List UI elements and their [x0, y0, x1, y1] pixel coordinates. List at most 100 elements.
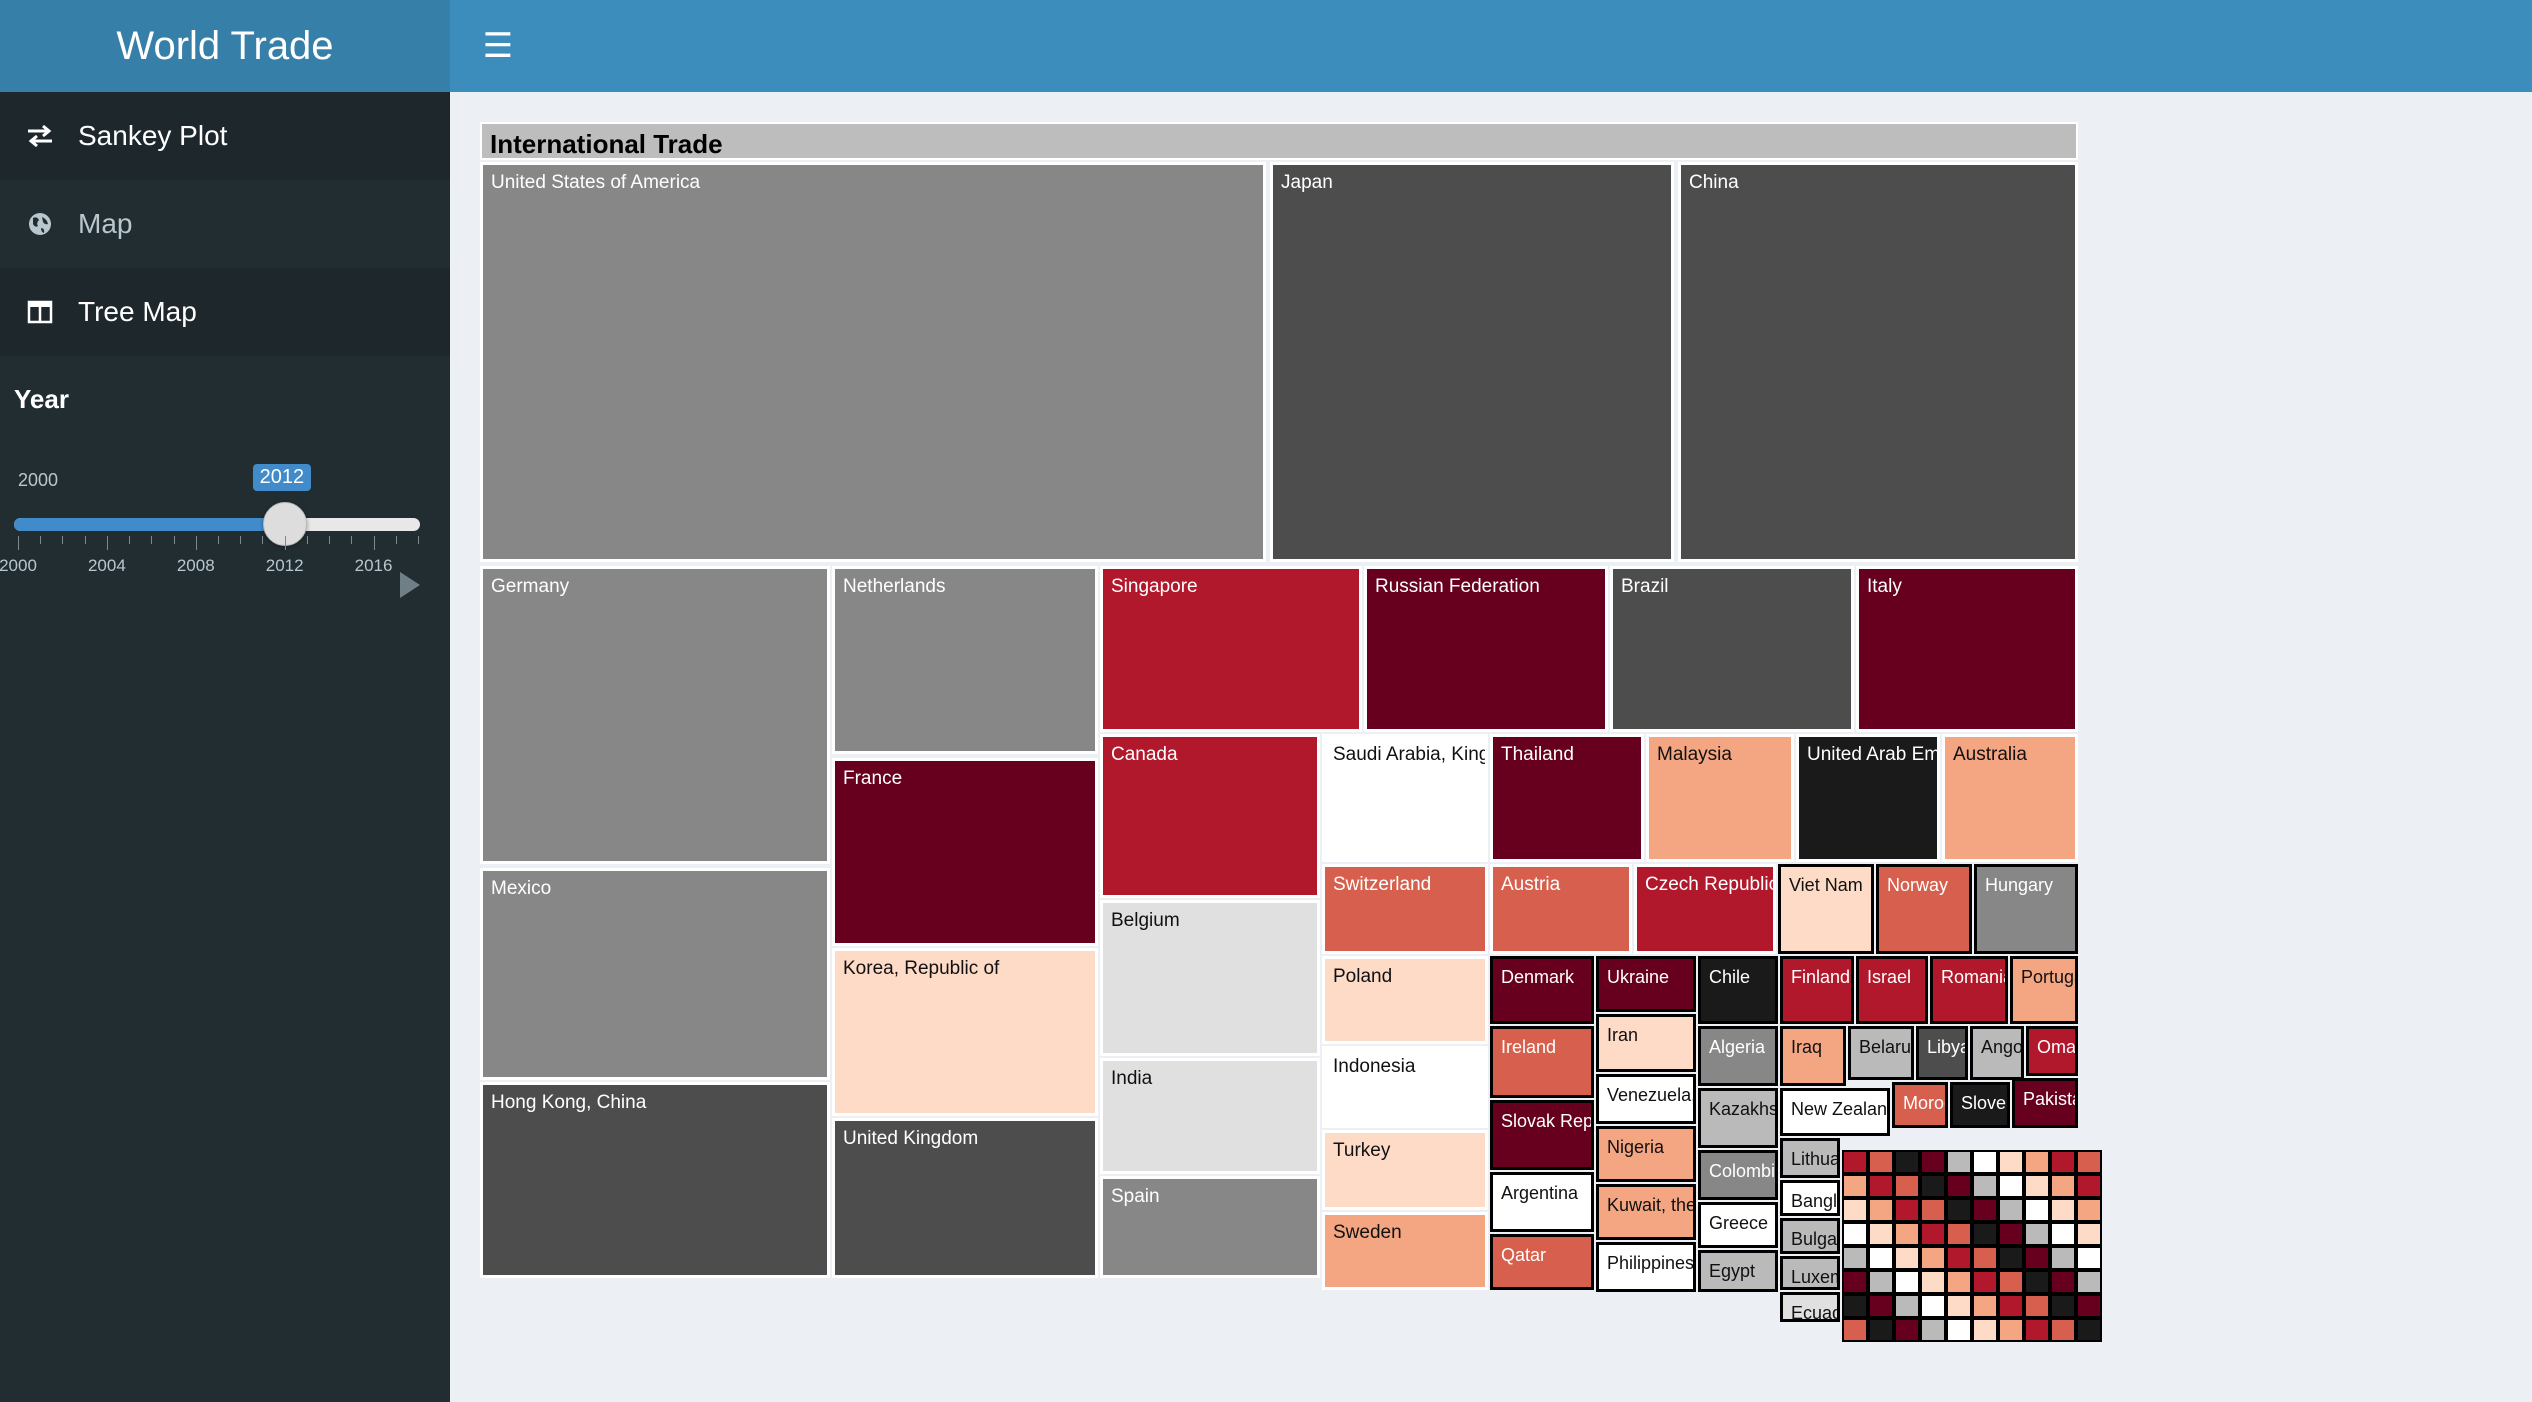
treemap-cell[interactable]: Austria: [1490, 864, 1632, 954]
treemap-cell[interactable]: Malaysia: [1646, 734, 1794, 862]
treemap-cell-small[interactable]: [1868, 1150, 1894, 1174]
treemap-cell-small[interactable]: [1946, 1246, 1972, 1270]
sidebar-item-map[interactable]: Map: [0, 180, 450, 268]
treemap-cell[interactable]: Chile: [1698, 956, 1778, 1024]
treemap-cell[interactable]: Luxembourg: [1780, 1256, 1840, 1290]
treemap-cell[interactable]: Canada: [1100, 734, 1320, 898]
treemap-cell[interactable]: Viet Nam: [1778, 864, 1874, 954]
treemap-cell[interactable]: Czech Republic: [1634, 864, 1776, 954]
treemap-cell[interactable]: Spain: [1100, 1176, 1320, 1278]
treemap-cell[interactable]: Angola: [1970, 1026, 2024, 1080]
treemap-cell-small[interactable]: [1894, 1294, 1920, 1318]
treemap-cell[interactable]: India: [1100, 1058, 1320, 1174]
treemap-cell-small[interactable]: [2050, 1246, 2076, 1270]
treemap-cell[interactable]: Indonesia: [1322, 1046, 1488, 1128]
treemap-cell[interactable]: Hong Kong, China: [480, 1082, 830, 1278]
treemap-cell[interactable]: Egypt: [1698, 1250, 1778, 1292]
treemap-cell-small[interactable]: [1998, 1270, 2024, 1294]
treemap-cell-small[interactable]: [1946, 1174, 1972, 1198]
treemap-cell[interactable]: China: [1678, 162, 2078, 562]
treemap-cell-small[interactable]: [1894, 1270, 1920, 1294]
treemap-cell[interactable]: Korea, Republic of: [832, 948, 1098, 1116]
treemap-cell[interactable]: Sweden: [1322, 1212, 1488, 1290]
treemap-cell[interactable]: Venezuela, Bolivarian Republic of: [1596, 1074, 1696, 1124]
treemap-cell[interactable]: Argentina: [1490, 1172, 1594, 1232]
treemap-cell-small[interactable]: [2050, 1174, 2076, 1198]
treemap-cell-small[interactable]: [2076, 1150, 2102, 1174]
treemap-cell-small[interactable]: [1946, 1270, 1972, 1294]
treemap-cell-small[interactable]: [1868, 1246, 1894, 1270]
treemap-cell-small[interactable]: [1972, 1270, 1998, 1294]
treemap-cell-small[interactable]: [1998, 1294, 2024, 1318]
treemap-cell[interactable]: Hungary: [1974, 864, 2078, 954]
treemap-cell[interactable]: Japan: [1270, 162, 1674, 562]
treemap-cell-small[interactable]: [1920, 1222, 1946, 1246]
treemap-cell[interactable]: Saudi Arabia, Kingdom of: [1322, 734, 1488, 862]
treemap-cell[interactable]: Israel: [1856, 956, 1928, 1024]
treemap-cell-small[interactable]: [1998, 1198, 2024, 1222]
treemap-cell-small[interactable]: [1842, 1222, 1868, 1246]
treemap-cell-small[interactable]: [2076, 1222, 2102, 1246]
treemap-cell-small[interactable]: [1920, 1246, 1946, 1270]
treemap-cell-small[interactable]: [1998, 1246, 2024, 1270]
treemap-cell-small[interactable]: [1920, 1150, 1946, 1174]
treemap-cell-small[interactable]: [1972, 1318, 1998, 1342]
treemap-cell-small[interactable]: [1894, 1222, 1920, 1246]
treemap-cell-small[interactable]: [2050, 1318, 2076, 1342]
treemap-cell[interactable]: Italy: [1856, 566, 2078, 732]
treemap-cell[interactable]: Iraq: [1780, 1026, 1846, 1086]
treemap-cell[interactable]: Bulgaria: [1780, 1218, 1840, 1254]
treemap-cell[interactable]: Algeria: [1698, 1026, 1778, 1086]
treemap-cell[interactable]: Lithuania: [1780, 1138, 1840, 1178]
treemap-cell-small[interactable]: [1842, 1174, 1868, 1198]
treemap-cell[interactable]: Norway: [1876, 864, 1972, 954]
treemap-cell[interactable]: Philippines: [1596, 1242, 1696, 1292]
sidebar-item-tree-map[interactable]: Tree Map: [0, 268, 450, 356]
treemap-cell[interactable]: Singapore: [1100, 566, 1362, 732]
treemap-cell[interactable]: Romania: [1930, 956, 2008, 1024]
treemap-cell-small[interactable]: [2050, 1150, 2076, 1174]
treemap-cell-small[interactable]: [1894, 1174, 1920, 1198]
sidebar-item-sankey-plot[interactable]: Sankey Plot: [0, 92, 450, 180]
treemap-cell[interactable]: Oman: [2026, 1026, 2078, 1076]
treemap-cell-small[interactable]: [2076, 1294, 2102, 1318]
treemap-cell-small[interactable]: [1842, 1318, 1868, 1342]
treemap-cell-small[interactable]: [2024, 1270, 2050, 1294]
treemap-cell[interactable]: Belarus: [1848, 1026, 1914, 1080]
treemap-cell-small[interactable]: [1842, 1294, 1868, 1318]
treemap-cell-small[interactable]: [1972, 1222, 1998, 1246]
treemap-cell[interactable]: Netherlands: [832, 566, 1098, 754]
treemap-cell-small[interactable]: [1946, 1198, 1972, 1222]
treemap-cell[interactable]: Brazil: [1610, 566, 1854, 732]
treemap-cell[interactable]: Morocco: [1892, 1082, 1948, 1128]
treemap-cell-small[interactable]: [1868, 1270, 1894, 1294]
treemap-cell[interactable]: Kazakhstan: [1698, 1088, 1778, 1148]
treemap-cell[interactable]: Ukraine: [1596, 956, 1696, 1012]
treemap-cell[interactable]: Mexico: [480, 868, 830, 1080]
treemap-cell-small[interactable]: [1842, 1198, 1868, 1222]
treemap-cell-small[interactable]: [1998, 1150, 2024, 1174]
treemap-cell-small[interactable]: [1920, 1294, 1946, 1318]
treemap-cell-small[interactable]: [2076, 1246, 2102, 1270]
treemap-cell-small[interactable]: [2024, 1150, 2050, 1174]
treemap-cell-small[interactable]: [1842, 1246, 1868, 1270]
treemap-cell-small[interactable]: [1868, 1318, 1894, 1342]
treemap-cell[interactable]: United States of America: [480, 162, 1266, 562]
treemap-cell-small[interactable]: [1998, 1174, 2024, 1198]
treemap-cell[interactable]: Germany: [480, 566, 830, 864]
treemap-cell[interactable]: Portugal: [2010, 956, 2078, 1024]
treemap-cell[interactable]: Ireland: [1490, 1026, 1594, 1098]
treemap-cell-small[interactable]: [2050, 1270, 2076, 1294]
treemap-cell-small[interactable]: [1894, 1246, 1920, 1270]
treemap-cell-small[interactable]: [1920, 1270, 1946, 1294]
treemap-cell[interactable]: Russian Federation: [1364, 566, 1608, 732]
treemap-cell-small[interactable]: [1946, 1294, 1972, 1318]
app-title[interactable]: World Trade: [0, 0, 450, 92]
treemap-cell[interactable]: Greece: [1698, 1202, 1778, 1248]
treemap-cell[interactable]: Switzerland: [1322, 864, 1488, 954]
treemap-cell-small[interactable]: [2076, 1318, 2102, 1342]
treemap-cell[interactable]: Pakistan: [2012, 1078, 2078, 1128]
treemap-cell-small[interactable]: [2050, 1198, 2076, 1222]
treemap-cell-small[interactable]: [1972, 1294, 1998, 1318]
treemap-cell-small[interactable]: [1946, 1222, 1972, 1246]
